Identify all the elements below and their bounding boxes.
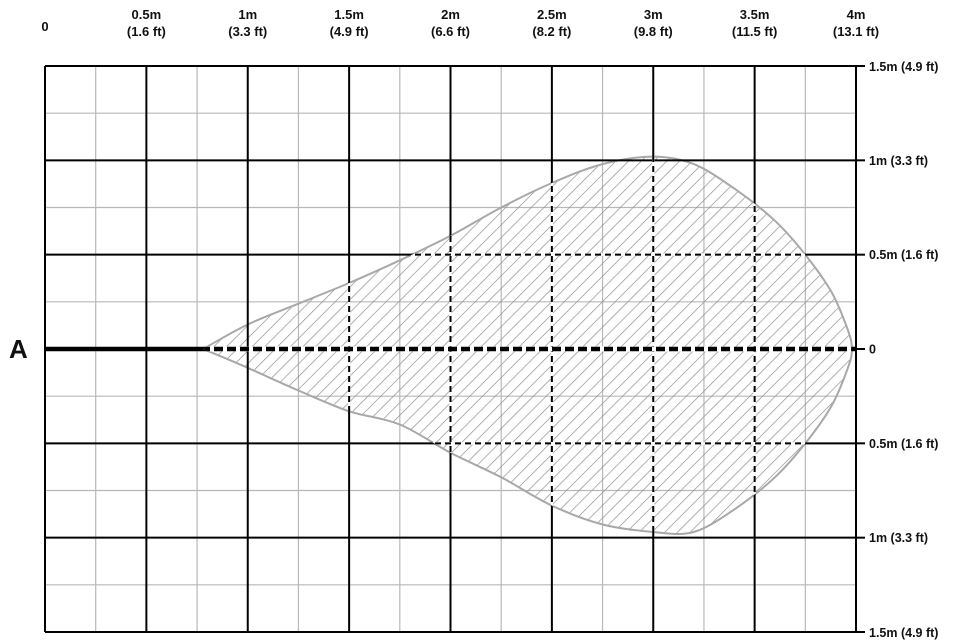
x-tick-label: 1.5m — [334, 7, 364, 22]
x-tick-sublabel: (11.5 ft) — [732, 24, 778, 39]
x-tick-label: 4m — [847, 7, 866, 22]
x-tick-sublabel: (8.2 ft) — [532, 24, 571, 39]
y-tick-label: 1m (3.3 ft) — [869, 154, 928, 168]
tick-labels: 0 0.5m (1.6 ft) 1m (3.3 ft) 1.5m (4.9 ft) 2m (6.… — [9, 7, 938, 640]
x-tick-sublabel: (3.3 ft) — [228, 24, 267, 39]
x-tick-sublabel: (6.6 ft) — [431, 24, 470, 39]
y-tick-label: 1.5m (4.9 ft) — [869, 60, 938, 74]
x-tick-label: 2m — [441, 7, 460, 22]
x-tick-label: 1m — [238, 7, 257, 22]
y-tick-label: 1.5m (4.9 ft) — [869, 626, 938, 640]
y-tick-label: 0.5m (1.6 ft) — [869, 437, 938, 451]
y-tick-label: 0.5m (1.6 ft) — [869, 248, 938, 262]
x-tick-label: 0 — [41, 19, 48, 34]
y-tick-label: 0 — [869, 343, 876, 357]
x-tick-sublabel: (1.6 ft) — [127, 24, 166, 39]
x-tick-label: 3m — [644, 7, 663, 22]
x-tick-sublabel: (9.8 ft) — [634, 24, 673, 39]
x-tick-sublabel: (13.1 ft) — [833, 24, 879, 39]
axis-origin-label: A — [9, 334, 28, 364]
x-tick-label: 0.5m — [132, 7, 162, 22]
x-tick-sublabel: (4.9 ft) — [330, 24, 369, 39]
y-tick-label: 1m (3.3 ft) — [869, 531, 928, 545]
x-tick-label: 3.5m — [740, 7, 770, 22]
x-tick-label: 2.5m — [537, 7, 567, 22]
